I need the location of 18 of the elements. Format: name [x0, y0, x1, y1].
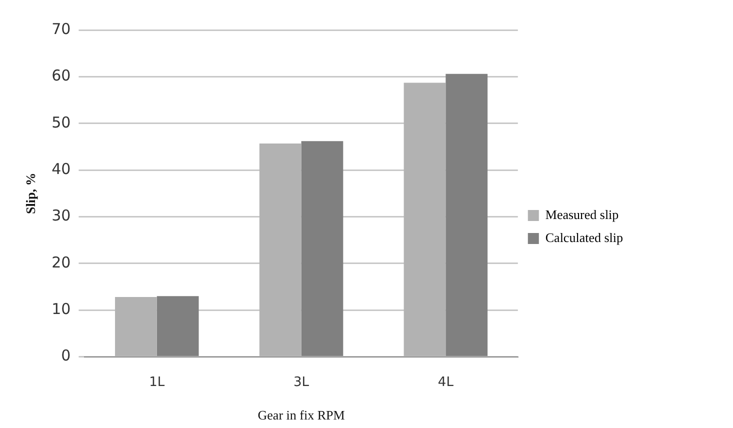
y-tick-label: 70 — [52, 20, 71, 38]
y-tick-label: 30 — [52, 206, 71, 225]
y-tick-label: 40 — [52, 160, 71, 178]
y-tick-label: 10 — [52, 300, 71, 318]
x-axis-title: Gear in fix RPM — [258, 408, 346, 423]
legend-label: Measured slip — [545, 206, 619, 222]
y-tick-label: 50 — [52, 113, 71, 132]
y-tick-label: 0 — [61, 346, 71, 365]
y-tick-label: 20 — [52, 253, 71, 272]
y-axis-title: Slip, % — [23, 172, 38, 214]
x-tick-label: 1L — [149, 374, 166, 390]
x-tick-label: 4L — [438, 374, 454, 390]
bar — [404, 82, 446, 356]
legend-label: Calculated slip — [545, 230, 624, 245]
y-tick-label: 60 — [52, 66, 71, 85]
bar — [115, 297, 157, 356]
bar — [259, 143, 302, 356]
x-tick-label: 3L — [294, 374, 310, 390]
